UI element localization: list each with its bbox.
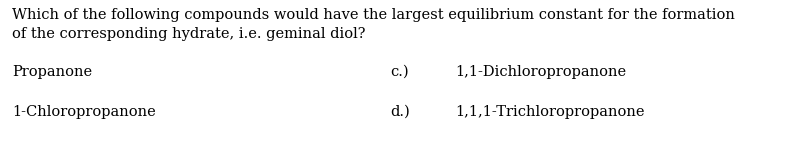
Text: 1-Chloropropanone: 1-Chloropropanone (12, 105, 156, 119)
Text: 1,1-Dichloropropanone: 1,1-Dichloropropanone (455, 65, 626, 79)
Text: Propanone: Propanone (12, 65, 92, 79)
Text: 1,1,1-Trichloropropanone: 1,1,1-Trichloropropanone (455, 105, 645, 119)
Text: of the corresponding hydrate, i.e. geminal diol?: of the corresponding hydrate, i.e. gemin… (12, 27, 366, 41)
Text: c.): c.) (390, 65, 409, 79)
Text: d.): d.) (390, 105, 410, 119)
Text: Which of the following compounds would have the largest equilibrium constant for: Which of the following compounds would h… (12, 8, 735, 22)
